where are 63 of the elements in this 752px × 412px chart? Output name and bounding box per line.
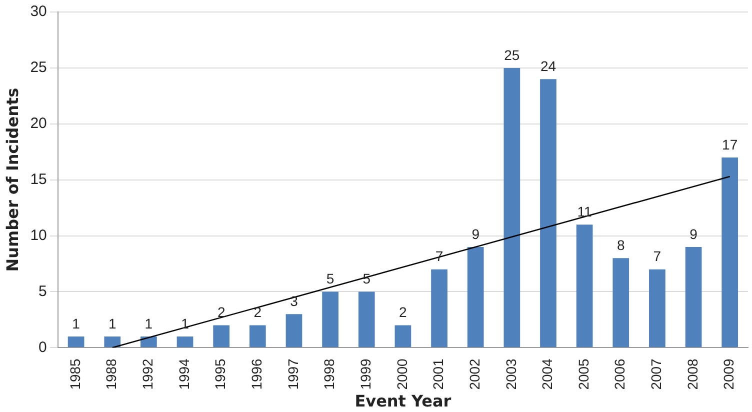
data-label: 25 <box>504 46 520 63</box>
data-label: 24 <box>540 58 556 74</box>
y-tick-label: 15 <box>30 170 47 188</box>
data-label: 3 <box>290 292 298 309</box>
y-tick-label: 25 <box>30 59 47 76</box>
y-tick-label: 5 <box>38 282 47 300</box>
x-tick-label: 2002 <box>466 358 482 390</box>
data-label: 9 <box>472 226 480 242</box>
bar <box>286 314 302 348</box>
x-tick-label: 1998 <box>321 358 338 390</box>
data-label: 8 <box>616 237 625 254</box>
bar <box>394 325 412 348</box>
bar <box>649 269 666 348</box>
x-tick-label: 1997 <box>284 358 301 390</box>
bar <box>104 336 121 348</box>
x-tick-label: 1992 <box>140 358 156 390</box>
x-tick-label: 1994 <box>176 358 192 390</box>
x-tick-label: 2006 <box>612 358 628 390</box>
x-tick-label: 2001 <box>430 358 446 390</box>
bar <box>213 325 230 348</box>
data-label: 7 <box>653 248 662 264</box>
bar <box>722 157 738 348</box>
bar <box>504 68 520 348</box>
data-label: 17 <box>722 136 738 152</box>
x-tick-label: 1996 <box>248 358 265 390</box>
x-tick-label: 2005 <box>575 358 592 390</box>
bar <box>612 258 630 348</box>
bar <box>140 336 157 348</box>
y-axis-title: Number of Incidents <box>2 88 22 272</box>
x-tick-label: 2007 <box>648 358 664 390</box>
x-tick-label: 2009 <box>720 358 737 390</box>
y-tick-label: 0 <box>38 338 47 356</box>
x-tick-label: 2008 <box>684 358 700 390</box>
x-tick-label: 1999 <box>357 358 374 390</box>
bar <box>68 336 84 348</box>
y-tick-label: 10 <box>30 226 47 244</box>
bar <box>358 292 375 348</box>
x-tick-label: 2000 <box>394 358 410 390</box>
bar <box>322 292 338 348</box>
x-tick-label: 1988 <box>103 358 120 390</box>
data-label: 1 <box>144 315 153 332</box>
y-tick-label: 30 <box>30 3 47 20</box>
data-label: 5 <box>326 270 334 287</box>
data-label: 1 <box>108 315 116 332</box>
data-label: 9 <box>690 226 698 242</box>
bar <box>176 336 194 348</box>
bar <box>467 246 484 348</box>
bar <box>685 246 702 348</box>
bar <box>249 325 266 348</box>
data-label: 2 <box>217 304 226 320</box>
x-tick-label: 2003 <box>502 358 519 390</box>
data-label: 1 <box>72 315 80 332</box>
bar <box>431 269 448 348</box>
bar <box>540 79 556 348</box>
data-label: 2 <box>254 304 262 320</box>
y-tick-label: 20 <box>30 115 47 132</box>
x-tick-label: 2004 <box>539 358 556 390</box>
x-tick-label: 1985 <box>66 358 83 390</box>
x-tick-label: 1995 <box>212 358 228 390</box>
data-label: 2 <box>399 304 408 320</box>
x-axis-title: Event Year <box>354 392 452 411</box>
data-label: 11 <box>577 203 592 220</box>
bar <box>576 224 593 348</box>
